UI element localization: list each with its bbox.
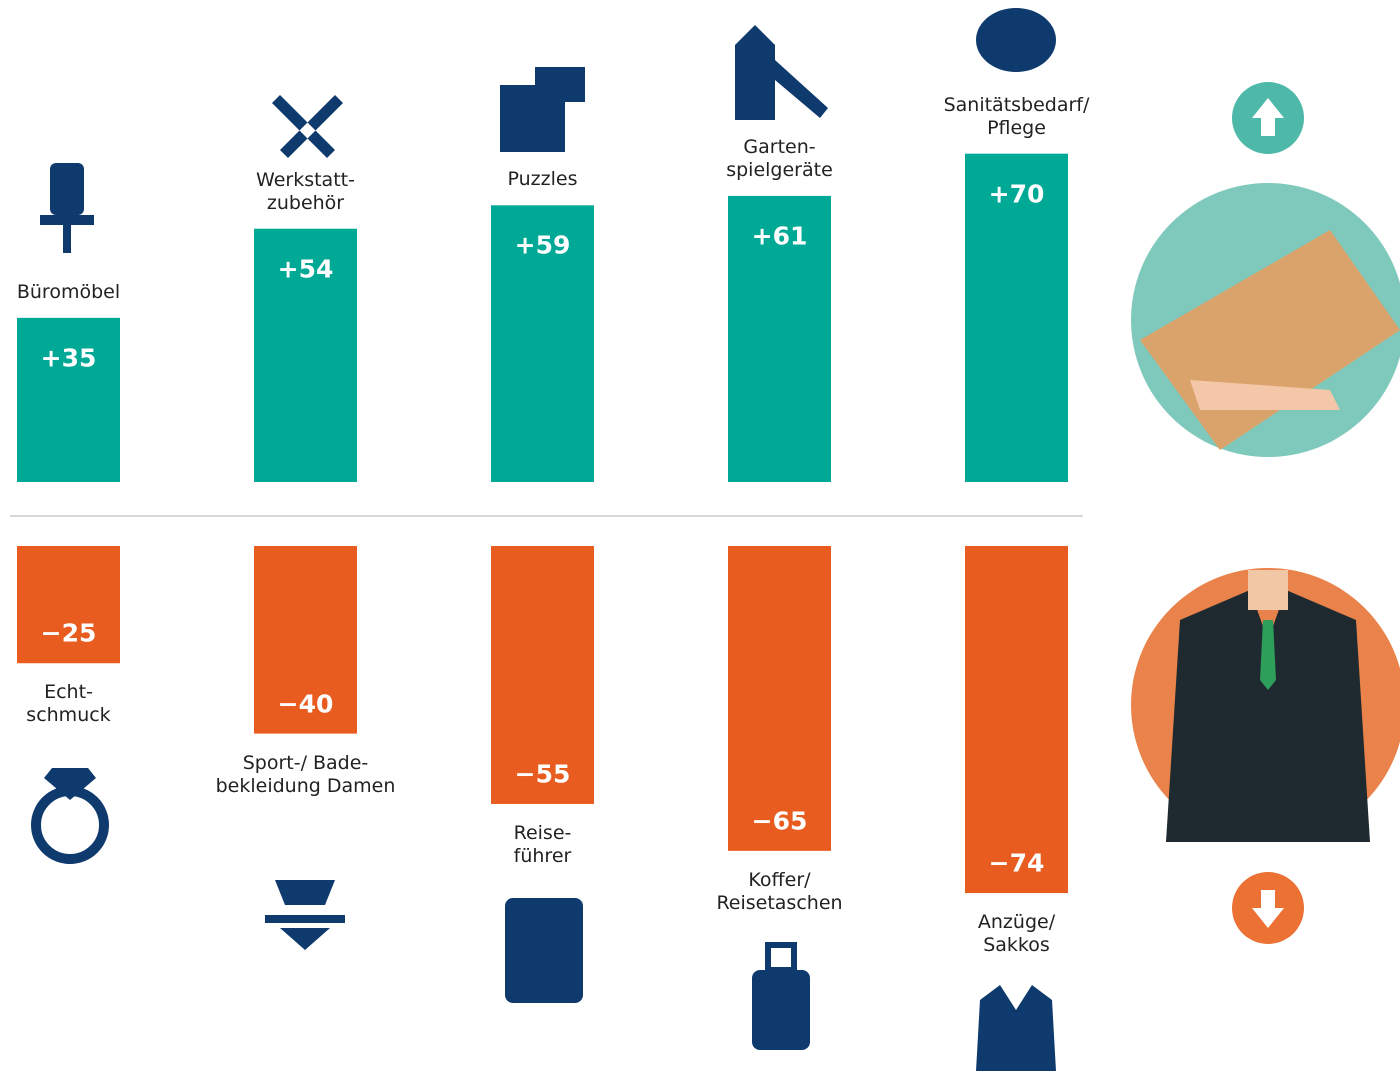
chair-stem <box>63 225 71 253</box>
chair-seat <box>40 215 94 225</box>
jacket-icon <box>976 985 1056 1071</box>
bar <box>491 546 594 804</box>
category-label: Echt- schmuck <box>26 681 111 727</box>
category-label: Garten- spielgeräte <box>726 135 833 181</box>
bar <box>965 546 1068 894</box>
tools-icon <box>272 95 343 158</box>
book-icon <box>505 898 583 1003</box>
suit-body <box>1166 590 1370 842</box>
tie <box>1260 620 1276 690</box>
value-label: −74 <box>988 848 1045 878</box>
slide-icon <box>735 25 828 120</box>
puzzle-icon <box>500 67 585 152</box>
category-label: Anzüge/ Sakkos <box>977 911 1056 957</box>
value-label: +61 <box>751 221 808 251</box>
bar <box>17 546 120 664</box>
category-label: Werkstatt- zubehör <box>256 168 355 214</box>
value-label: −40 <box>277 689 334 719</box>
bar <box>254 228 357 482</box>
hand <box>1190 380 1340 410</box>
value-label: −25 <box>40 618 97 648</box>
category-label: Koffer/ Reisetaschen <box>716 868 843 914</box>
category-label: Puzzles <box>507 168 578 191</box>
value-label: +70 <box>988 179 1045 209</box>
bar <box>254 546 357 734</box>
ring-icon <box>31 786 109 864</box>
suitcase-handle <box>765 942 797 973</box>
down-arrow <box>1252 890 1284 928</box>
diamond <box>44 768 96 800</box>
mask-icon <box>976 8 1056 72</box>
value-label: +54 <box>277 254 334 284</box>
category-label: Büromöbel <box>16 280 121 303</box>
bar <box>728 195 831 482</box>
suitcase-icon <box>752 970 810 1050</box>
value-label: +35 <box>40 343 97 373</box>
up-arrow <box>1252 98 1284 136</box>
bar <box>965 153 1068 482</box>
chair-icon <box>50 163 84 215</box>
bikini-icon <box>265 880 345 950</box>
category-label: Reise- führer <box>513 821 572 867</box>
bar <box>491 205 594 483</box>
value-label: +59 <box>514 230 571 260</box>
value-label: −65 <box>751 806 808 836</box>
neck <box>1248 570 1288 610</box>
bar <box>17 317 120 482</box>
icons <box>31 8 1056 1071</box>
category-label: Sport-/ Bade- bekleidung Damen <box>215 751 396 797</box>
bar <box>728 546 831 851</box>
category-label: Sanitätsbedarf/ Pflege <box>943 93 1090 139</box>
value-label: −55 <box>514 759 571 789</box>
